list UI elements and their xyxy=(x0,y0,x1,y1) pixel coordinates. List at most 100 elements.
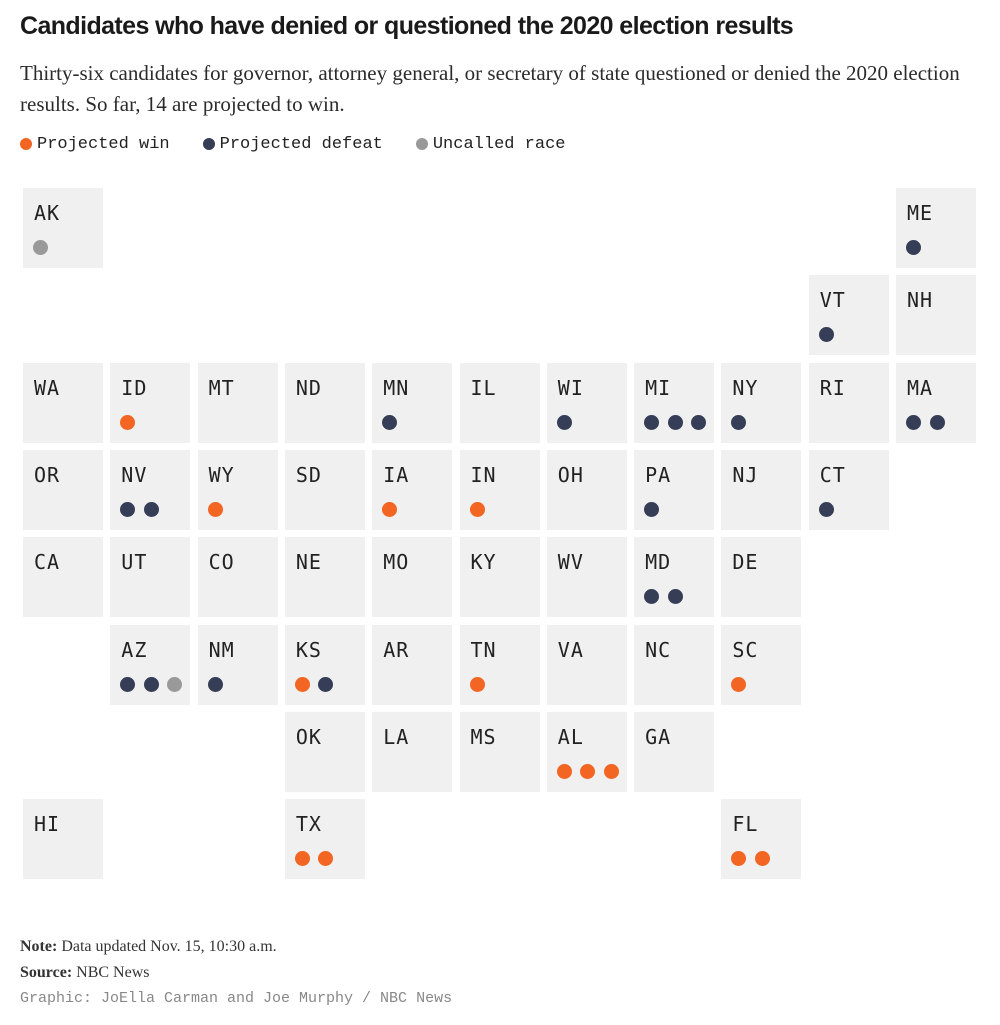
state-abbr: CT xyxy=(819,462,846,487)
state-tile-ga: GA xyxy=(634,711,715,792)
state-abbr: IA xyxy=(383,462,410,487)
state-tile-la: LA xyxy=(372,711,453,792)
candidate-dots xyxy=(644,501,668,517)
defeat-candidate-dot xyxy=(929,414,945,430)
state-abbr: ID xyxy=(121,375,148,400)
state-tile-ia: IA xyxy=(372,449,453,530)
state-tile-mt: MT xyxy=(197,362,278,443)
state-abbr: MI xyxy=(645,375,672,400)
defeat-candidate-dot xyxy=(667,589,683,605)
source-label: Source: xyxy=(20,964,73,981)
win-candidate-dot xyxy=(469,501,485,517)
state-abbr: DE xyxy=(732,550,759,575)
state-abbr: AK xyxy=(34,201,61,225)
defeat-candidate-dot xyxy=(120,676,136,692)
state-tile-nv: NV xyxy=(110,449,191,530)
state-tile-ak: AK xyxy=(23,188,103,268)
state-abbr: OH xyxy=(557,462,584,487)
state-tile-nm: NM xyxy=(197,624,278,705)
state-abbr: VT xyxy=(819,288,846,313)
legend-label-uncalled: Uncalled race xyxy=(432,134,566,154)
state-tile-ar: AR xyxy=(372,624,453,705)
state-abbr: OK xyxy=(295,724,322,749)
state-abbr: AR xyxy=(383,637,410,662)
state-tile-in: IN xyxy=(459,449,540,530)
win-candidate-dot xyxy=(294,851,310,867)
candidate-dots xyxy=(556,414,581,430)
state-tile-ny: NY xyxy=(721,362,802,443)
state-abbr: IN xyxy=(470,462,497,487)
state-tile-wv: WV xyxy=(546,537,627,618)
state-tile-nh: NH xyxy=(896,275,976,356)
note-line: Note: Data updated Nov. 15, 10:30 a.m. xyxy=(20,934,980,960)
candidate-dots xyxy=(556,763,628,779)
footer: Note: Data updated Nov. 15, 10:30 a.m. S… xyxy=(20,934,980,1012)
state-tile-hi: HI xyxy=(23,799,103,880)
state-abbr: OR xyxy=(34,462,61,487)
state-abbr: SC xyxy=(732,637,759,662)
state-tile-ky: KY xyxy=(459,537,540,618)
state-tile-or: OR xyxy=(23,449,103,530)
state-tile-pa: PA xyxy=(634,449,715,530)
defeat-candidate-dot xyxy=(818,327,834,343)
state-tile-co: CO xyxy=(197,537,278,618)
defeat-dot-icon xyxy=(202,138,215,150)
state-tile-oh: OH xyxy=(546,449,627,530)
defeat-candidate-dot xyxy=(644,414,660,430)
state-abbr: NE xyxy=(295,550,322,575)
defeat-candidate-dot xyxy=(143,676,159,692)
state-abbr: WI xyxy=(557,375,584,400)
uncalled-dot-icon xyxy=(415,138,428,150)
chart-title: Candidates who have denied or questioned… xyxy=(20,12,794,40)
state-tile-va: VA xyxy=(546,624,627,705)
defeat-candidate-dot xyxy=(906,414,921,430)
defeat-candidate-dot xyxy=(691,414,707,430)
state-abbr: ME xyxy=(907,201,934,225)
state-abbr: MA xyxy=(907,375,934,400)
state-tile-ct: CT xyxy=(808,449,889,530)
state-abbr: WY xyxy=(208,462,235,487)
state-abbr: KY xyxy=(470,550,497,575)
state-abbr: MT xyxy=(208,375,235,400)
state-abbr: KS xyxy=(295,637,322,662)
defeat-candidate-dot xyxy=(644,589,660,605)
state-tile-ut: UT xyxy=(110,537,191,618)
state-tile-il: IL xyxy=(459,362,540,443)
state-abbr: NY xyxy=(732,375,759,400)
defeat-candidate-dot xyxy=(731,414,747,430)
legend-item-defeat: Projected defeat xyxy=(202,135,383,154)
note-text: Data updated Nov. 15, 10:30 a.m. xyxy=(61,938,277,955)
state-abbr: TX xyxy=(295,812,322,837)
legend-label-win: Projected win xyxy=(37,134,170,154)
win-candidate-dot xyxy=(318,851,334,867)
win-candidate-dot xyxy=(580,763,596,779)
candidate-dots xyxy=(294,851,342,867)
state-tile-ca: CA xyxy=(23,537,103,618)
state-tile-fl: FL xyxy=(721,799,802,880)
state-abbr: WV xyxy=(557,550,584,575)
candidate-dots xyxy=(731,414,755,430)
win-candidate-dot xyxy=(382,501,398,517)
state-abbr: NM xyxy=(208,637,235,662)
state-abbr: NV xyxy=(121,462,148,487)
state-tile-id: ID xyxy=(110,362,191,443)
defeat-candidate-dot xyxy=(818,501,834,517)
state-tile-de: DE xyxy=(721,537,802,618)
state-tile-nc: NC xyxy=(634,624,715,705)
state-abbr: TN xyxy=(470,637,497,662)
defeat-candidate-dot xyxy=(906,240,921,255)
candidate-dots xyxy=(469,501,494,517)
state-abbr: NH xyxy=(907,288,934,313)
candidate-dots xyxy=(906,414,953,430)
state-tile-al: AL xyxy=(546,711,628,792)
candidate-dots xyxy=(469,676,494,692)
defeat-candidate-dot xyxy=(556,414,572,430)
candidate-dots xyxy=(382,501,406,517)
win-candidate-dot xyxy=(731,851,747,867)
state-abbr: RI xyxy=(819,375,846,400)
candidate-dots xyxy=(382,414,406,430)
win-candidate-dot xyxy=(754,851,770,867)
state-tile-map: AK ME VT NH WA ID MT ND MN IL WI MI NY RI MA OR NV WY SD IA… xyxy=(23,188,976,880)
win-candidate-dot xyxy=(207,501,223,517)
state-tile-az: AZ xyxy=(110,624,191,705)
